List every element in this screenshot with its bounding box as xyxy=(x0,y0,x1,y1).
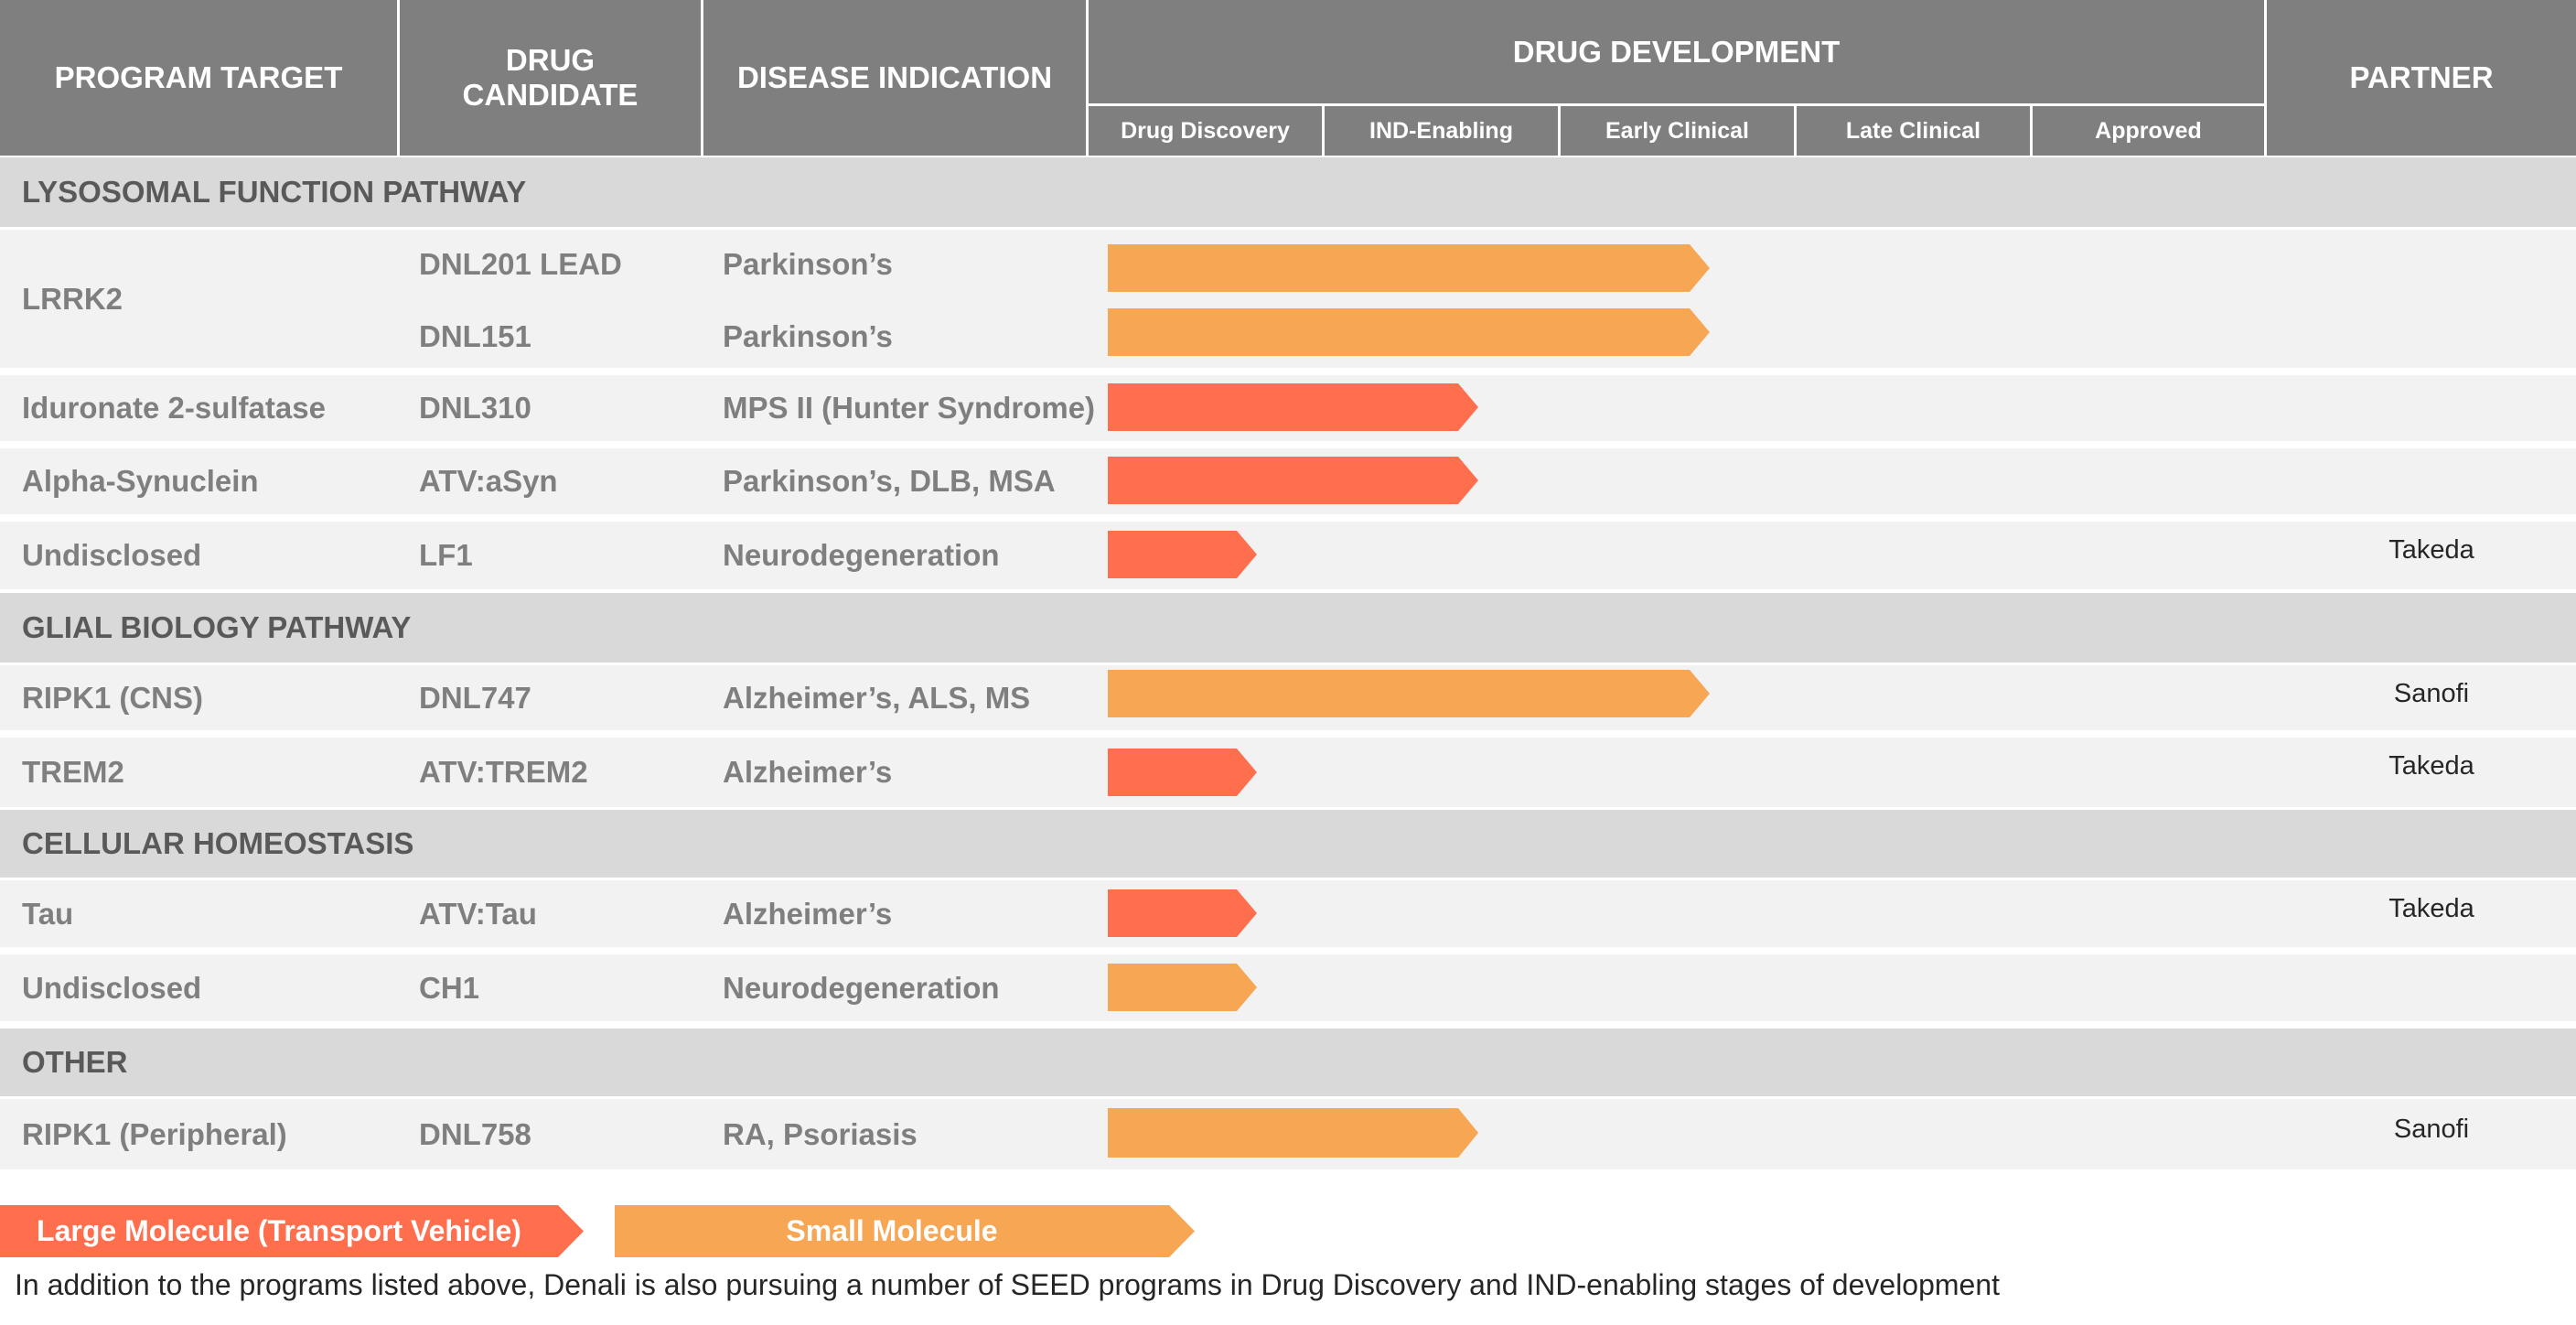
partner-name: Sanofi xyxy=(2393,678,2470,708)
disease-indication: Alzheimer’s, ALS, MS xyxy=(723,680,1031,715)
disease-indication: Neurodegeneration xyxy=(723,970,1000,1005)
header-program-target-label: PROGRAM TARGET xyxy=(54,60,343,94)
section-label: LYSOSOMAL FUNCTION PATHWAY xyxy=(22,175,527,209)
progress-bar xyxy=(1108,457,1478,504)
table-row xyxy=(0,522,2576,589)
partner-name: Takeda xyxy=(2388,534,2474,565)
header-disease-indication-label: DISEASE INDICATION xyxy=(736,60,1053,94)
header-drug-candidate: DRUG CANDIDATE xyxy=(400,0,701,156)
disease-indication: Alzheimer’s xyxy=(723,755,893,789)
section-label: OTHER xyxy=(22,1045,128,1079)
section-cellular-homeostasis: CELLULAR HOMEOSTASIS xyxy=(0,810,2576,878)
header-drug-development: DRUG DEVELOPMENT xyxy=(1089,0,2264,103)
program-target: Tau xyxy=(22,896,74,931)
progress-bar xyxy=(1108,749,1257,796)
program-target: Alpha-Synuclein xyxy=(22,464,259,498)
drug-candidate: ATV:Tau xyxy=(419,896,537,931)
stage-label: Drug Discovery xyxy=(1121,117,1290,144)
section-lysosomal-function-pathway: LYSOSOMAL FUNCTION PATHWAY xyxy=(0,157,2576,227)
partner-name: Takeda xyxy=(2388,893,2474,923)
header-drug-development-label: DRUG DEVELOPMENT xyxy=(1512,34,1841,69)
drug-candidate: DNL310 xyxy=(419,391,531,425)
program-target: TREM2 xyxy=(22,755,124,789)
drug-candidate: LF1 xyxy=(419,538,473,572)
legend-small-molecule: Small Molecule xyxy=(615,1205,1195,1257)
drug-candidate: DNL758 xyxy=(419,1116,531,1151)
disease-indication: MPS II (Hunter Syndrome) xyxy=(723,391,1096,425)
header-partner: PARTNER xyxy=(2267,0,2576,156)
header-disease-indication: DISEASE INDICATION xyxy=(703,0,1086,156)
section-label: GLIAL BIOLOGY PATHWAY xyxy=(22,610,412,644)
header-drug-candidate-label: DRUG CANDIDATE xyxy=(462,43,639,112)
legend-small-molecule-label: Small Molecule xyxy=(786,1214,998,1247)
progress-bar xyxy=(1108,383,1478,431)
stage-label: Approved xyxy=(2095,117,2202,144)
drug-candidate: DNL747 xyxy=(419,680,531,715)
table-row xyxy=(0,954,2576,1021)
progress-bar xyxy=(1108,308,1710,356)
drug-candidate: DNL151 xyxy=(419,319,531,353)
drug-candidate: DNL201 LEAD xyxy=(419,247,622,281)
section-label: CELLULAR HOMEOSTASIS xyxy=(22,826,414,860)
header-partner-label: PARTNER xyxy=(2349,60,2494,94)
drug-candidate: CH1 xyxy=(419,970,480,1005)
footnote: In addition to the programs listed above… xyxy=(15,1268,2001,1301)
partner-name: Sanofi xyxy=(2393,1114,2470,1144)
progress-bar xyxy=(1108,531,1257,578)
table-row xyxy=(0,880,2576,947)
disease-indication: Parkinson’s xyxy=(723,247,893,281)
stage-label: Early Clinical xyxy=(1605,117,1750,144)
stage-late-clinical: Late Clinical xyxy=(1797,106,2030,156)
stage-drug-discovery: Drug Discovery xyxy=(1089,106,1322,156)
program-target: LRRK2 xyxy=(22,281,123,316)
program-target: Undisclosed xyxy=(22,538,202,572)
drug-candidate: ATV:aSyn xyxy=(419,464,558,498)
disease-indication: RA, Psoriasis xyxy=(723,1116,918,1151)
table-row xyxy=(0,738,2576,807)
stage-early-clinical: Early Clinical xyxy=(1561,106,1794,156)
drug-candidate: ATV:TREM2 xyxy=(419,755,588,789)
section-other: OTHER xyxy=(0,1029,2576,1096)
legend-large-molecule-label: Large Molecule (Transport Vehicle) xyxy=(37,1214,521,1247)
progress-bar xyxy=(1108,1108,1478,1158)
program-target: RIPK1 (Peripheral) xyxy=(22,1116,287,1151)
progress-bar xyxy=(1108,244,1710,292)
program-target: Iduronate 2-sulfatase xyxy=(22,391,326,425)
program-target: Undisclosed xyxy=(22,970,202,1005)
disease-indication: Parkinson’s, DLB, MSA xyxy=(723,464,1056,498)
progress-bar xyxy=(1108,670,1710,717)
header-program-target: PROGRAM TARGET xyxy=(0,0,397,156)
stage-approved: Approved xyxy=(2033,106,2264,156)
program-target: RIPK1 (CNS) xyxy=(22,680,204,715)
section-glial-biology-pathway: GLIAL BIOLOGY PATHWAY xyxy=(0,593,2576,662)
partner-name: Takeda xyxy=(2388,750,2474,781)
disease-indication: Neurodegeneration xyxy=(723,538,1000,572)
stage-label: Late Clinical xyxy=(1845,117,1981,144)
stage-ind-enabling: IND-Enabling xyxy=(1325,106,1558,156)
progress-bar xyxy=(1108,889,1257,937)
legend-large-molecule: Large Molecule (Transport Vehicle) xyxy=(0,1205,584,1257)
disease-indication: Parkinson’s xyxy=(723,319,893,353)
stage-label: IND-Enabling xyxy=(1369,117,1513,144)
disease-indication: Alzheimer’s xyxy=(723,896,893,931)
progress-bar xyxy=(1108,964,1257,1011)
